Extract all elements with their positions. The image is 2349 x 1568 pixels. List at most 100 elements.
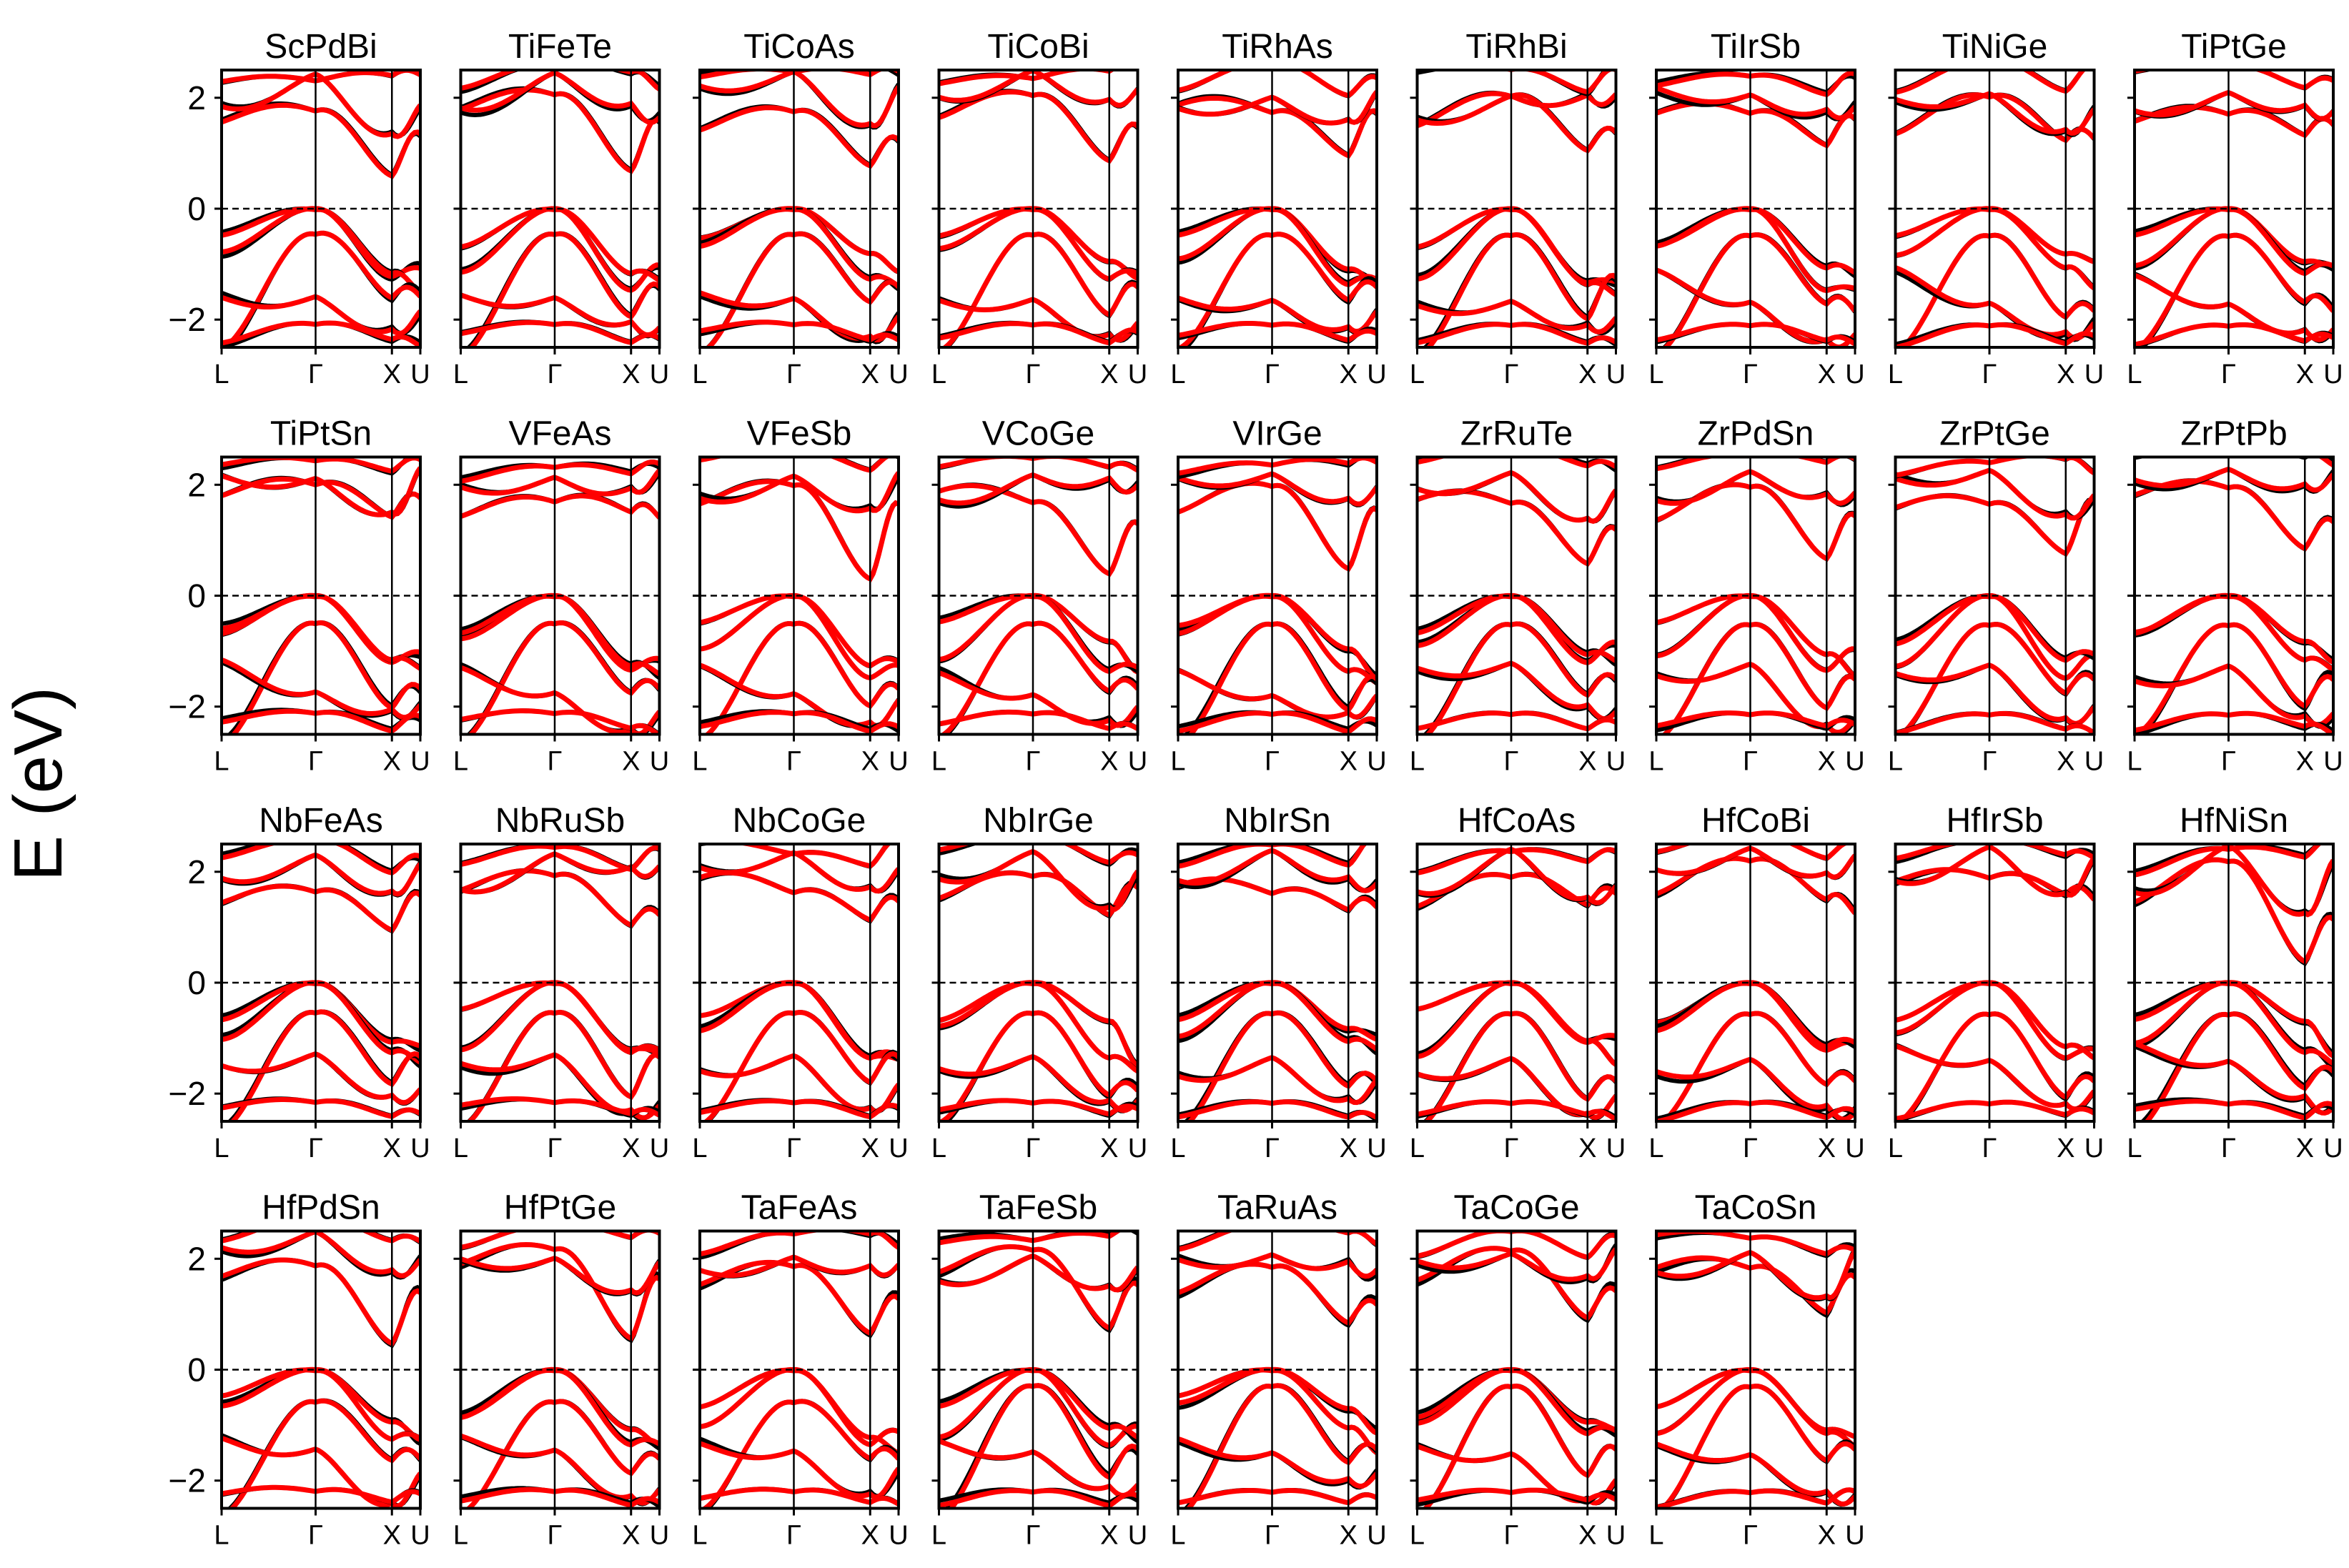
band-hfptge-b-3 [460, 1433, 660, 1506]
x-tick-label: L [1410, 359, 1425, 389]
panel-title-tifete: TiFeTe [508, 28, 612, 66]
band-tiirsb-b-7 [1656, 70, 1855, 98]
band-lines-ticoas [700, 70, 899, 347]
band-nbcoge-b-5 [700, 870, 899, 923]
band-nbirge-b-4 [939, 1098, 1138, 1117]
band-hfpdsn-b-5 [222, 1257, 420, 1347]
band-vfeas-b-6 [460, 468, 660, 497]
band-vcoge-b-5 [939, 483, 1138, 577]
panel-ticobi: TiCoBi L Γ X U [931, 28, 1147, 389]
band-nbirge-b-5 [939, 870, 1138, 918]
panel-tirhbi: TiRhBi L Γ X U [1410, 28, 1626, 389]
band-nbfeas-b-4 [222, 1097, 420, 1120]
band-taruas-b-3 [1178, 1436, 1377, 1489]
band-hfcobi-b-2 [1659, 1011, 1855, 1121]
panel-title-tafesb: TaFeSb [979, 1189, 1097, 1227]
x-tick-label: U [650, 1521, 669, 1551]
band-zrptpb-b-3 [2135, 663, 2333, 728]
band-hfcobi-b-4 [1656, 1099, 1855, 1121]
band-tafeas-a-3 [700, 1436, 899, 1499]
band-ticoas-a-0 [700, 206, 899, 274]
band-tafesb-b-2 [948, 1383, 1138, 1509]
x-tick-label: X [622, 1521, 640, 1551]
band-lines-zrptpb [2135, 457, 2333, 735]
y-tick-label: 2 [187, 466, 206, 503]
band-lines-nbfeas [222, 844, 420, 1121]
band-tafesb-b-1 [939, 1367, 1138, 1440]
x-tick-label: L [1170, 1133, 1185, 1163]
band-hfnisn-a-0 [2135, 980, 2333, 1055]
band-nbirsn-b-3 [1178, 1055, 1377, 1106]
band-hfcoas-b-1 [1417, 980, 1616, 1067]
band-zrptpb-b-6 [2135, 466, 2333, 493]
x-tick-label: X [1340, 1521, 1358, 1551]
x-tick-label: Γ [1265, 1133, 1280, 1163]
band-tafeas-b-4 [700, 1487, 899, 1507]
panel-title-tiirsb: TiIrSb [1711, 28, 1801, 66]
x-tick-label: U [1128, 359, 1147, 389]
x-tick-label: Γ [1504, 1133, 1519, 1163]
band-lines-nbcoge [700, 844, 899, 1121]
band-hfpdsn-b-3 [222, 1436, 420, 1509]
band-tiirsb-b-0 [1656, 206, 1855, 294]
band-hfcobi-b-5 [1656, 855, 1855, 916]
band-tafesb-b-5 [939, 1244, 1138, 1331]
band-hfcoas-b-4 [1417, 1099, 1616, 1121]
band-zrptge-b-6 [1895, 467, 2095, 521]
panel-title-hfpdsn: HfPdSn [262, 1189, 380, 1227]
panel-title-vcoge: VCoGe [982, 415, 1094, 453]
x-tick-label: U [1367, 359, 1386, 389]
x-tick-label: X [1340, 1133, 1358, 1163]
band-vfesb-b-6 [700, 471, 899, 514]
panel-scpdbi: ScPdBi L Γ X U 2 0 −2 [169, 28, 430, 389]
band-tiptge-b-0 [2135, 206, 2333, 272]
x-tick-label: Γ [308, 747, 323, 777]
band-hfnisn-b-2 [2143, 1011, 2333, 1121]
band-zrpdsn-b-6 [1656, 468, 1855, 506]
band-vfesb-b-5 [700, 479, 899, 582]
band-tinige-b-2 [1898, 232, 2095, 347]
band-zrrute-b-4 [1417, 710, 1616, 732]
band-tiptge-b-5 [2135, 104, 2333, 139]
band-nbfeas-b-1 [222, 981, 420, 1065]
x-tick-label: Γ [1982, 359, 1997, 389]
band-vfeas-b-5 [460, 493, 660, 520]
band-lines-nbrusb [460, 844, 660, 1121]
x-tick-label: X [1578, 359, 1596, 389]
band-vfesb-b-1 [700, 593, 899, 669]
band-nbcoge-b-1 [700, 981, 899, 1061]
panel-virge: VIrGe L Γ X U [1170, 415, 1386, 777]
x-tick-label: X [622, 1133, 640, 1163]
band-nbirsn-b-1 [1178, 981, 1377, 1051]
x-tick-label: L [2127, 747, 2142, 777]
band-hfpdsn-a-0 [222, 1367, 420, 1446]
x-tick-label: X [1818, 1133, 1836, 1163]
band-lines-hfcobi [1656, 844, 1855, 1121]
band-lines-virge [1178, 457, 1377, 735]
band-lines-zrptge [1895, 457, 2095, 735]
band-tinige-b-6 [1895, 91, 2095, 136]
band-zrptge-b-1 [1895, 593, 2095, 663]
x-tick-label: L [1170, 747, 1185, 777]
band-hfcoas-b-2 [1423, 1011, 1616, 1121]
band-hfptge-b-7 [460, 1231, 660, 1250]
x-tick-label: X [1818, 747, 1836, 777]
y-tick-label: −2 [169, 1075, 206, 1112]
band-tirhbi-b-0 [1417, 206, 1616, 286]
band-tifete-b-2 [468, 231, 660, 347]
band-vfeas-b-4 [460, 708, 660, 735]
band-lines-tafesb [939, 1231, 1138, 1509]
x-tick-label: X [2057, 747, 2074, 777]
band-tiptge-b-4 [2135, 322, 2333, 347]
panel-tiptsn: TiPtSn L Γ X U 2 0 −2 [169, 415, 430, 777]
x-tick-label: U [1606, 1133, 1626, 1163]
band-zrrute-b-6 [1417, 470, 1616, 524]
band-vfesb-b-7 [700, 457, 899, 473]
panel-title-vfesb: VFeSb [747, 415, 852, 453]
x-tick-label: L [1888, 747, 1903, 777]
band-scpdbi-b-4 [222, 320, 420, 347]
band-tirhas-a-5 [1178, 94, 1377, 158]
band-tinige-b-1 [1895, 206, 2095, 291]
band-hfptge-b-1 [460, 1367, 660, 1448]
band-tafeas-b-2 [700, 1399, 899, 1509]
